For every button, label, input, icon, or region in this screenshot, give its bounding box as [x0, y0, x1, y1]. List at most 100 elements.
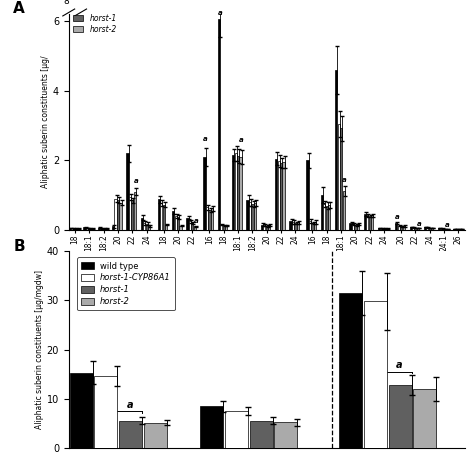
Bar: [340, 128, 342, 230]
Bar: [74, 229, 76, 230]
Bar: [250, 421, 273, 448]
Bar: [225, 226, 228, 230]
Bar: [251, 204, 254, 230]
Bar: [413, 389, 436, 448]
Text: α,ω-Diacids: α,ω-Diacids: [328, 290, 377, 299]
Bar: [180, 226, 182, 230]
Bar: [337, 124, 340, 230]
Text: 1-Alcohols: 1-Alcohols: [161, 290, 204, 299]
Bar: [328, 205, 330, 230]
Bar: [307, 160, 309, 230]
Bar: [220, 225, 222, 230]
Bar: [343, 191, 345, 230]
Bar: [206, 207, 208, 230]
Bar: [263, 225, 265, 230]
Text: a: a: [127, 400, 133, 410]
Bar: [453, 229, 455, 230]
Bar: [235, 154, 237, 230]
Bar: [249, 202, 251, 230]
Bar: [141, 218, 143, 230]
Text: a: a: [396, 360, 402, 370]
Bar: [218, 19, 220, 230]
Bar: [237, 156, 239, 230]
Bar: [429, 228, 431, 230]
Bar: [381, 228, 383, 230]
Bar: [309, 221, 311, 230]
Bar: [446, 229, 448, 230]
Bar: [223, 226, 225, 230]
Bar: [69, 228, 71, 230]
Text: A: A: [13, 1, 25, 16]
Bar: [431, 228, 433, 230]
Bar: [177, 217, 179, 230]
Bar: [355, 225, 356, 230]
Bar: [369, 216, 371, 230]
Bar: [283, 162, 285, 230]
Bar: [131, 201, 133, 230]
Bar: [290, 221, 292, 230]
Bar: [143, 223, 146, 230]
Text: a: a: [203, 136, 208, 142]
Text: a: a: [417, 221, 421, 227]
Bar: [72, 228, 73, 230]
Text: ω-OH-Acids: ω-OH-Acids: [233, 290, 282, 299]
Bar: [91, 228, 93, 230]
Bar: [438, 228, 440, 230]
Bar: [268, 225, 270, 230]
Bar: [158, 199, 160, 230]
Bar: [292, 222, 294, 230]
Bar: [117, 201, 119, 230]
Bar: [225, 411, 248, 448]
Bar: [265, 226, 268, 230]
Bar: [278, 161, 280, 230]
Bar: [146, 224, 148, 230]
Bar: [94, 376, 118, 448]
Bar: [357, 224, 359, 230]
Text: a: a: [239, 137, 244, 143]
Bar: [314, 222, 316, 230]
Text: a: a: [193, 219, 198, 224]
Bar: [83, 228, 85, 230]
Bar: [412, 228, 414, 230]
Bar: [100, 228, 102, 230]
Bar: [383, 228, 385, 230]
Bar: [148, 226, 150, 230]
Bar: [424, 227, 426, 230]
Bar: [366, 215, 368, 230]
Bar: [160, 203, 163, 230]
Bar: [400, 227, 402, 230]
Bar: [441, 228, 443, 230]
Bar: [426, 228, 428, 230]
Text: a: a: [134, 178, 138, 183]
Text: a: a: [395, 215, 400, 220]
Bar: [203, 157, 206, 230]
Bar: [410, 227, 412, 230]
Bar: [275, 159, 277, 230]
Bar: [323, 204, 326, 230]
Bar: [191, 223, 193, 230]
Bar: [239, 157, 242, 230]
Bar: [297, 222, 299, 230]
Bar: [194, 227, 196, 230]
Text: a: a: [446, 222, 450, 228]
Bar: [189, 221, 191, 230]
Bar: [339, 293, 362, 448]
Bar: [364, 214, 366, 230]
Bar: [211, 209, 213, 230]
Bar: [443, 229, 445, 230]
Bar: [352, 224, 354, 230]
Bar: [70, 373, 93, 448]
Bar: [134, 191, 136, 230]
Bar: [98, 228, 100, 230]
Bar: [105, 229, 107, 230]
Text: a: a: [342, 177, 347, 182]
Bar: [144, 423, 167, 448]
Bar: [455, 229, 457, 230]
Bar: [88, 228, 91, 230]
Bar: [174, 216, 177, 230]
Bar: [371, 215, 374, 230]
Bar: [209, 210, 210, 230]
Bar: [186, 218, 189, 230]
Bar: [163, 205, 165, 230]
Bar: [127, 154, 128, 230]
